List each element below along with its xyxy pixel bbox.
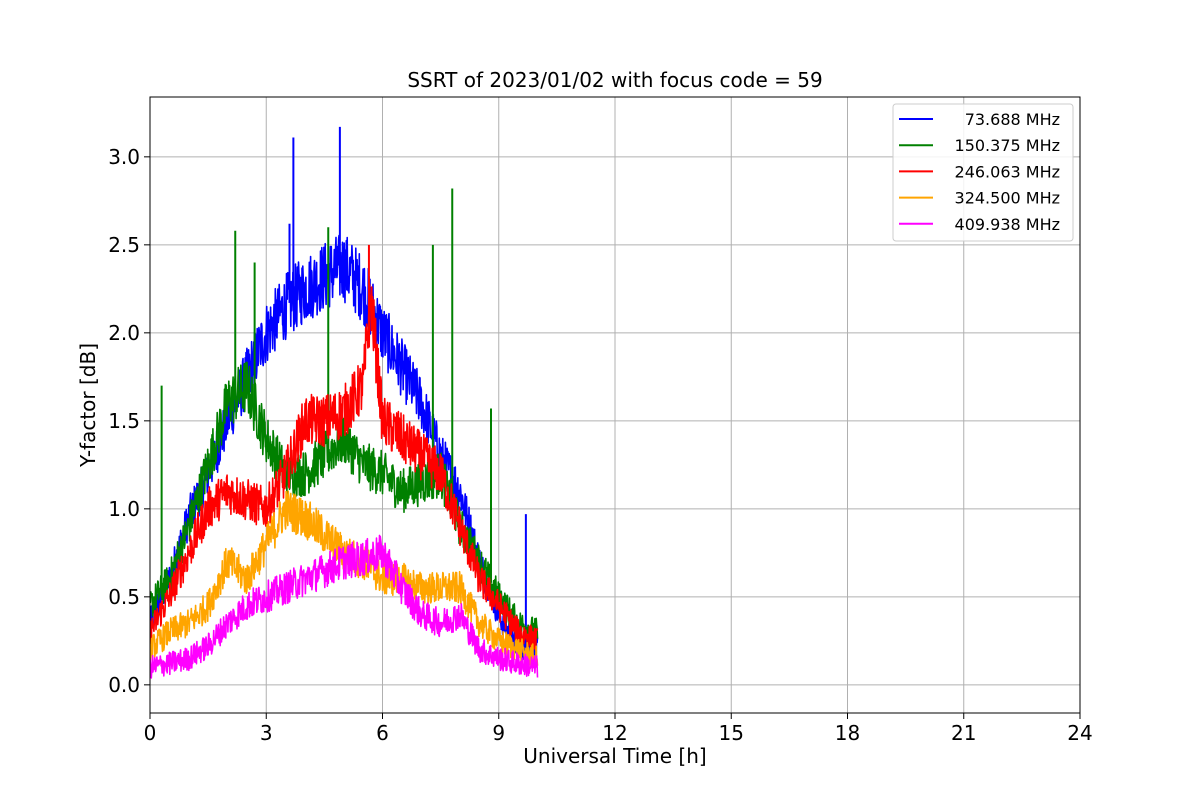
legend-label: 409.938 MHz xyxy=(955,215,1060,234)
series-line xyxy=(150,283,539,652)
x-tick-label: 0 xyxy=(144,721,157,745)
chart-title: SSRT of 2023/01/02 with focus code = 59 xyxy=(407,68,822,92)
series-line xyxy=(150,534,539,679)
series-1 xyxy=(150,188,539,643)
y-axis-title: Y-factor [dB] xyxy=(76,343,100,468)
y-axis: 0.0 0.5 1.0 1.5 2.0 2.5 3.0 xyxy=(108,145,150,697)
x-tick-label: 12 xyxy=(602,721,627,745)
x-tick-label: 18 xyxy=(835,721,860,745)
legend-label: 150.375 MHz xyxy=(955,136,1060,155)
legend: 73.688 MHz 150.375 MHz 246.063 MHz 324.500 … xyxy=(892,103,1074,242)
legend-label: 73.688 MHz xyxy=(965,110,1060,129)
x-axis: 0 3 6 9 12 15 18 21 24 xyxy=(144,713,1093,745)
legend-box xyxy=(892,103,1074,242)
y-tick-label: 1.5 xyxy=(108,409,140,433)
y-tick-label: 3.0 xyxy=(108,145,140,169)
series-line xyxy=(150,234,539,663)
x-tick-label: 21 xyxy=(951,721,976,745)
y-tick-label: 1.0 xyxy=(108,497,140,521)
x-tick-label: 9 xyxy=(492,721,505,745)
series-line xyxy=(150,361,539,643)
legend-label: 246.063 MHz xyxy=(955,162,1060,181)
legend-label: 324.500 MHz xyxy=(955,189,1060,208)
series-2 xyxy=(150,244,539,652)
series-group xyxy=(150,126,539,679)
series-4 xyxy=(150,534,539,679)
y-tick-label: 2.0 xyxy=(108,321,140,345)
x-axis-title: Universal Time [h] xyxy=(523,744,706,768)
y-tick-label: 2.5 xyxy=(108,233,140,257)
x-tick-label: 24 xyxy=(1067,721,1092,745)
y-tick-label: 0.5 xyxy=(108,585,140,609)
y-tick-label: 0.0 xyxy=(108,673,140,697)
x-tick-label: 3 xyxy=(260,721,273,745)
x-tick-label: 6 xyxy=(376,721,389,745)
x-tick-label: 15 xyxy=(719,721,744,745)
